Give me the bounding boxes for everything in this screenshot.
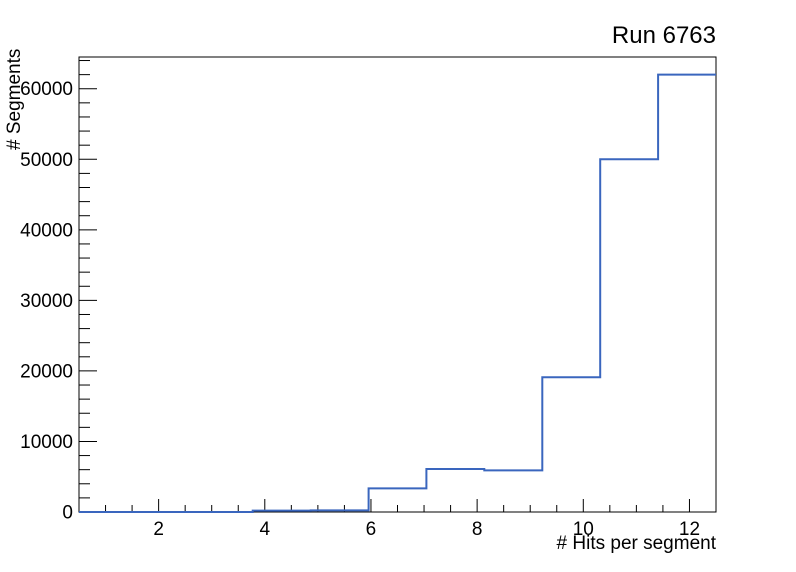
svg-text:50000: 50000 bbox=[20, 150, 73, 171]
plot-frame bbox=[78, 56, 717, 513]
x-tick-labels: 2 4 6 8 10 12 bbox=[153, 519, 700, 540]
svg-text:6: 6 bbox=[366, 519, 377, 540]
svg-text:30000: 30000 bbox=[20, 291, 73, 312]
y-tick-labels: 0 10000 20000 30000 40000 50000 60000 bbox=[20, 79, 73, 523]
svg-text:10000: 10000 bbox=[20, 432, 73, 453]
histogram-line bbox=[79, 73, 716, 513]
x-axis-ticks bbox=[105, 499, 690, 512]
svg-text:60000: 60000 bbox=[20, 79, 73, 100]
svg-text:12: 12 bbox=[679, 519, 700, 540]
svg-text:40000: 40000 bbox=[20, 220, 73, 241]
svg-text:8: 8 bbox=[472, 519, 483, 540]
y-axis-ticks bbox=[79, 60, 97, 513]
svg-text:2: 2 bbox=[153, 519, 164, 540]
x-axis-title: # Hits per segment bbox=[556, 533, 716, 554]
svg-text:20000: 20000 bbox=[20, 361, 73, 382]
svg-text:0: 0 bbox=[62, 503, 73, 524]
svg-text:10: 10 bbox=[573, 519, 594, 540]
svg-text:4: 4 bbox=[260, 519, 271, 540]
chart-title: Run 6763 bbox=[611, 22, 716, 49]
